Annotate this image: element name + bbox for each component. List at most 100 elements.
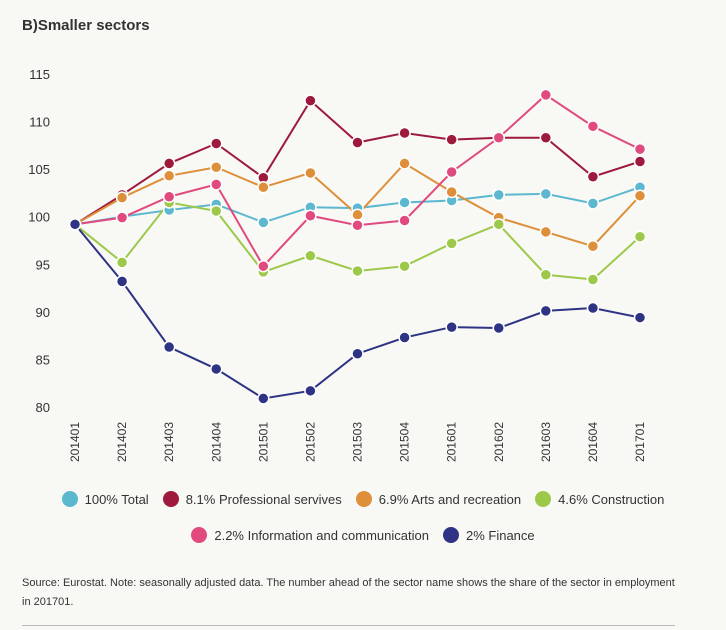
x-tick-label: 201604: [586, 422, 600, 462]
data-point: [304, 209, 317, 223]
legend-swatch-2: [355, 491, 372, 507]
legend-row-2: 2.2% Information and communication 2% Fi…: [0, 527, 726, 543]
data-point: [539, 131, 553, 144]
data-point: [351, 136, 364, 149]
data-point: [304, 94, 317, 107]
y-tick-label: 80: [36, 400, 50, 415]
legend-row-1: 100% Total 8.1% Professional servives 6.…: [0, 491, 726, 507]
legend-label: 6.9% Arts and recreation: [378, 491, 522, 507]
data-point: [398, 214, 411, 227]
x-tick-label: 201404: [209, 422, 223, 462]
data-point: [633, 189, 647, 203]
legend-item: 6.9% Arts and recreation: [355, 491, 522, 507]
legend-item: 8.1% Professional servives: [162, 491, 342, 507]
data-point: [586, 197, 600, 210]
data-point: [210, 160, 223, 174]
legend-label: 8.1% Professional servives: [185, 491, 342, 507]
data-point: [115, 211, 129, 224]
line-chart: 80 85 90 95 100 105 110 115 201401 201402 201403 20…: [28, 67, 647, 462]
y-tick-label: 95: [36, 257, 50, 272]
data-point: [539, 268, 553, 282]
x-tick-label: 201501: [256, 422, 270, 462]
data-point: [351, 347, 364, 360]
data-point: [633, 311, 647, 324]
x-tick-label: 201701: [633, 422, 647, 462]
data-point: [115, 256, 129, 269]
data-point: [68, 218, 82, 231]
data-point: [539, 304, 553, 318]
data-point: [586, 301, 600, 315]
legend-item: 100% Total: [61, 491, 149, 507]
x-tick-label: 201603: [539, 422, 553, 462]
legend-label: 100% Total: [84, 491, 149, 507]
chart-title: B)Smaller sectors: [22, 17, 150, 34]
x-tick-label: 201504: [398, 422, 412, 462]
data-point: [445, 165, 458, 179]
data-point: [539, 187, 553, 201]
y-tick-label: 90: [36, 305, 50, 320]
data-point: [257, 392, 270, 405]
source-note: Source: Eurostat. Note: seasonally adjus…: [22, 577, 675, 608]
x-tick-label: 201602: [492, 422, 506, 462]
data-point: [492, 188, 505, 202]
x-tick-label: 201403: [162, 422, 176, 462]
data-point: [633, 230, 647, 243]
data-point: [351, 264, 364, 278]
x-tick-label: 201402: [115, 422, 129, 462]
legend-item: 2.2% Information and communication: [191, 527, 429, 543]
legend-swatch-0: [61, 491, 78, 507]
data-point: [586, 170, 600, 184]
y-tick-label: 100: [28, 210, 50, 225]
x-tick-label: 201503: [351, 422, 365, 462]
legend-item: 2% Finance: [442, 527, 535, 543]
data-point: [162, 190, 176, 203]
data-point: [398, 157, 411, 170]
y-tick-label: 105: [28, 162, 50, 177]
data-point: [257, 259, 270, 273]
data-point: [115, 191, 129, 204]
data-point: [257, 216, 270, 229]
data-point: [445, 133, 458, 146]
data-point: [210, 137, 223, 150]
data-point: [539, 225, 553, 239]
data-point: [633, 155, 647, 168]
legend-label: 2.2% Information and communication: [214, 527, 429, 543]
legend-swatch-1: [162, 491, 179, 507]
y-tick-label: 115: [29, 67, 50, 82]
legend-item: 4.6% Construction: [535, 491, 664, 507]
legend-swatch-3: [535, 491, 552, 507]
data-point: [115, 275, 129, 288]
data-point: [633, 142, 647, 156]
legend-swatch-4: [191, 527, 208, 543]
legend-swatch-5: [442, 527, 459, 543]
data-point: [398, 331, 411, 344]
divider: [22, 625, 675, 626]
legend-label: 4.6% Construction: [558, 491, 665, 507]
data-point: [304, 166, 317, 180]
series-line: [74, 223, 641, 400]
data-point: [586, 273, 600, 286]
data-point: [586, 239, 600, 253]
data-point: [304, 384, 317, 398]
data-point: [304, 249, 317, 262]
data-point: [162, 169, 176, 183]
data-point: [398, 259, 411, 273]
y-tick-label: 85: [36, 352, 50, 367]
data-point: [492, 218, 505, 231]
data-point: [445, 237, 458, 250]
data-point: [257, 180, 270, 194]
data-point: [351, 219, 364, 232]
x-tick-label: 201502: [303, 422, 317, 462]
data-point: [210, 204, 223, 218]
legend-label: 2% Finance: [465, 527, 535, 543]
data-point: [162, 340, 176, 354]
data-point: [492, 321, 505, 335]
x-tick-label: 201401: [68, 422, 82, 462]
data-point: [586, 120, 600, 133]
data-point: [492, 131, 505, 144]
data-point: [351, 208, 364, 222]
data-point: [210, 362, 223, 376]
data-point: [539, 88, 553, 102]
data-point: [210, 178, 223, 191]
data-point: [398, 126, 411, 140]
